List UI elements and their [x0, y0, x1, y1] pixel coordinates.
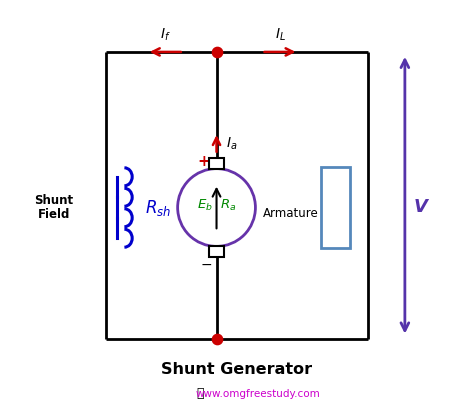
Text: $R_{sh}$: $R_{sh}$ — [145, 198, 171, 217]
Text: Load: Load — [329, 192, 342, 223]
Point — [213, 49, 220, 55]
Text: $I_L$: $I_L$ — [274, 27, 285, 43]
Text: 📚: 📚 — [196, 387, 204, 400]
Circle shape — [178, 168, 255, 247]
Text: +: + — [198, 154, 210, 168]
Bar — [321, 166, 350, 249]
Text: Shunt Generator: Shunt Generator — [162, 362, 312, 377]
Text: −: − — [201, 258, 212, 272]
Text: $I_f$: $I_f$ — [160, 27, 171, 43]
Bar — [209, 158, 224, 169]
Text: $R_a$: $R_a$ — [220, 198, 236, 213]
Point — [213, 335, 220, 342]
Text: $E_b$: $E_b$ — [198, 198, 213, 213]
Text: Armature: Armature — [263, 207, 319, 220]
Text: V: V — [414, 198, 428, 217]
Text: $I_a$: $I_a$ — [226, 135, 237, 151]
Bar — [209, 246, 224, 257]
Text: www.omgfreestudy.com: www.omgfreestudy.com — [195, 389, 320, 399]
Text: Shunt
Field: Shunt Field — [34, 193, 73, 222]
